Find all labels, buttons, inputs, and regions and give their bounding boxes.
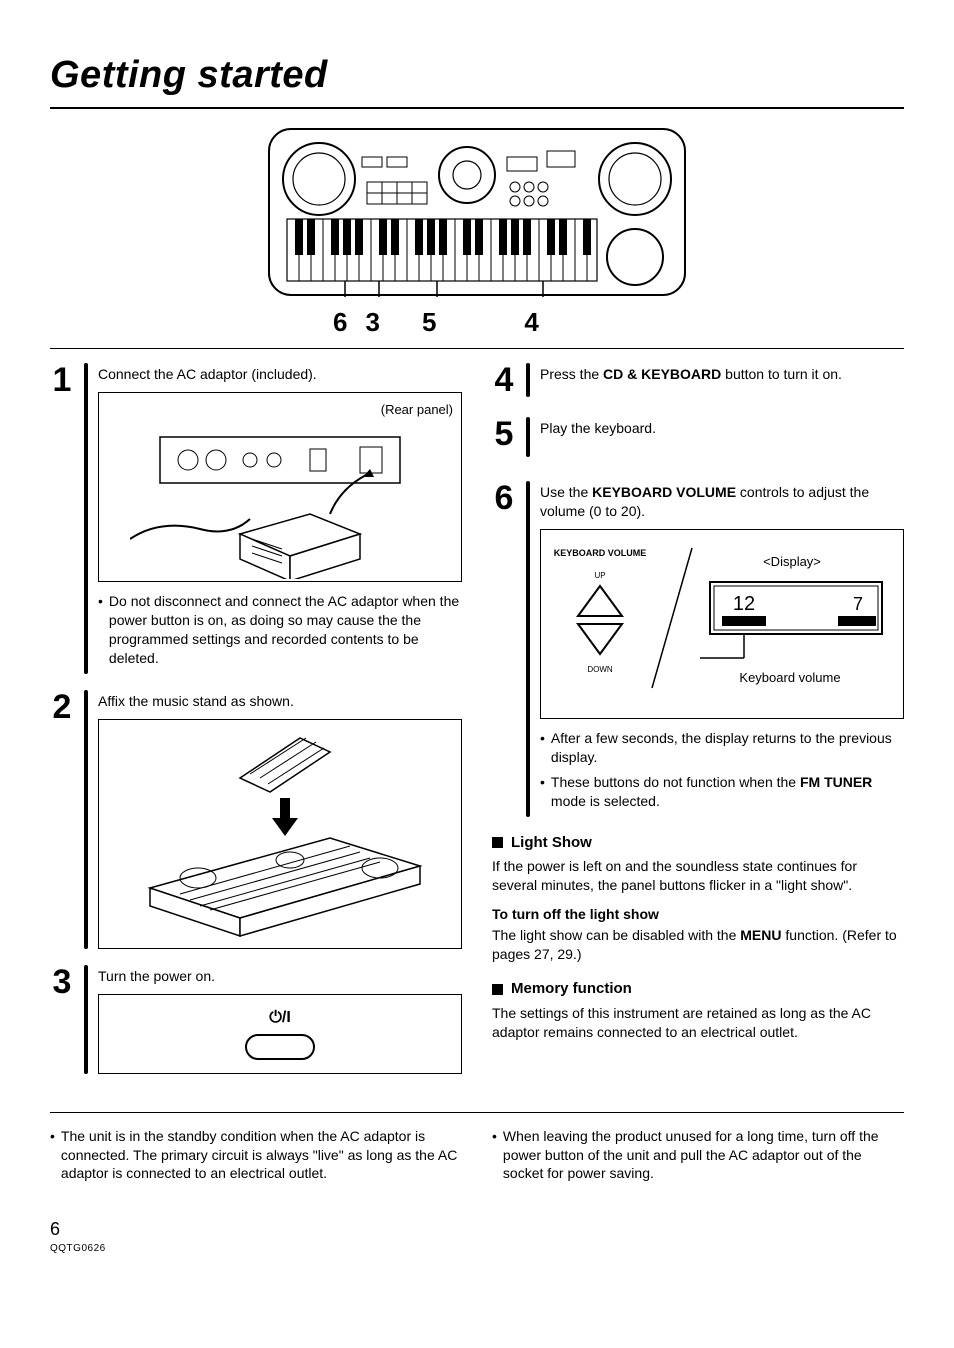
rule-above-footer: [50, 1112, 904, 1113]
right-column: 4 Press the CD & KEYBOARD button to turn…: [492, 363, 904, 1089]
light-show-p1: If the power is left on and the soundles…: [492, 857, 904, 895]
footer-left: The unit is in the standby condition whe…: [61, 1127, 462, 1184]
step-3-text: Turn the power on.: [98, 967, 462, 986]
memory-head-text: Memory function: [511, 979, 632, 999]
step-5-bar: [526, 417, 530, 457]
step-6-note-1: After a few seconds, the display returns…: [551, 729, 904, 767]
keyboard-hero-illustration: [267, 127, 687, 297]
step-6-figure: KEYBOARD VOLUME UP DOWN <Display> 1: [540, 529, 904, 719]
rear-panel-label: (Rear panel): [107, 401, 453, 419]
kb-volume-label: KEYBOARD VOLUME: [554, 548, 647, 558]
light-show-p2b: MENU: [740, 927, 781, 943]
step-4-text-a: Press the: [540, 366, 603, 382]
light-show-heading: Light Show: [492, 833, 904, 853]
step-3-figure: ⏻/I: [98, 994, 462, 1074]
power-button-icon: [245, 1034, 315, 1060]
power-symbol: ⏻/I: [269, 1007, 291, 1029]
light-show-subhead: To turn off the light show: [492, 905, 904, 924]
step-3: 3 Turn the power on. ⏻/I: [50, 965, 462, 1074]
up-label: UP: [594, 571, 605, 580]
step-1: 1 Connect the AC adaptor (included). (Re…: [50, 363, 462, 673]
step-2-figure: [98, 719, 462, 949]
bullet-icon: •: [50, 1127, 55, 1184]
step-6-note-2a: These buttons do not function when the: [551, 774, 800, 790]
footer-right: When leaving the product unused for a lo…: [503, 1127, 904, 1184]
page-number: 6: [50, 1217, 904, 1241]
display-label: <Display>: [763, 554, 821, 569]
light-show-p2a: The light show can be disabled with the: [492, 927, 740, 943]
step-3-bar: [84, 965, 88, 1074]
step-2-bar: [84, 690, 88, 949]
step-2-number: 2: [50, 690, 74, 949]
hero-callout-3: 3: [365, 305, 379, 340]
bullet-icon: •: [540, 773, 545, 811]
step-1-number: 1: [50, 363, 74, 673]
square-bullet-icon: [492, 837, 503, 848]
step-1-figure: (Rear panel): [98, 392, 462, 582]
step-3-number: 3: [50, 965, 74, 1074]
hero-callout-6: 6: [333, 305, 347, 340]
light-show-p2: The light show can be disabled with the …: [492, 926, 904, 964]
step-1-note: Do not disconnect and connect the AC ada…: [109, 592, 462, 668]
step-5-number: 5: [492, 417, 516, 457]
step-5: 5 Play the keyboard.: [492, 417, 904, 457]
step-4-number: 4: [492, 363, 516, 397]
hero-callout-row: 6 3 5 4: [267, 305, 687, 340]
step-1-bar: [84, 363, 88, 673]
step-6-bar: [526, 481, 530, 816]
left-column: 1 Connect the AC adaptor (included). (Re…: [50, 363, 462, 1089]
kb-volume-caption: Keyboard volume: [739, 670, 840, 685]
step-6-note-2b: FM TUNER: [800, 774, 872, 790]
step-2: 2 Affix the music stand as shown.: [50, 690, 462, 949]
down-label: DOWN: [587, 665, 613, 674]
step-6-number: 6: [492, 481, 516, 816]
step-6-note-2: These buttons do not function when the F…: [551, 773, 904, 811]
page-title: Getting started: [50, 50, 904, 101]
footer-notes: • The unit is in the standby condition w…: [50, 1127, 904, 1190]
step-5-text: Play the keyboard.: [540, 420, 656, 436]
display-value-1: 12: [733, 593, 755, 615]
step-4-text-c: button to turn it on.: [721, 366, 842, 382]
bullet-icon: •: [492, 1127, 497, 1184]
bullet-icon: •: [98, 592, 103, 668]
step-6-note-2c: mode is selected.: [551, 793, 660, 809]
step-2-text: Affix the music stand as shown.: [98, 692, 462, 711]
hero-callout-4: 4: [524, 305, 538, 340]
step-6-text-a: Use the: [540, 484, 592, 500]
step-4-bar: [526, 363, 530, 397]
document-id: QQTG0626: [50, 1242, 904, 1256]
step-4: 4 Press the CD & KEYBOARD button to turn…: [492, 363, 904, 397]
light-show-head-text: Light Show: [511, 833, 592, 853]
rule-under-hero: [50, 348, 904, 349]
memory-paragraph: The settings of this instrument are reta…: [492, 1004, 904, 1042]
step-6: 6 Use the KEYBOARD VOLUME controls to ad…: [492, 481, 904, 816]
step-4-text-b: CD & KEYBOARD: [603, 366, 721, 382]
step-6-text-b: KEYBOARD VOLUME: [592, 484, 736, 500]
display-value-2: 7: [853, 594, 863, 614]
memory-heading: Memory function: [492, 979, 904, 999]
rule-under-title: [50, 107, 904, 109]
hero-callout-5: 5: [422, 305, 436, 340]
bullet-icon: •: [540, 729, 545, 767]
square-bullet-icon: [492, 984, 503, 995]
step-1-text: Connect the AC adaptor (included).: [98, 365, 462, 384]
